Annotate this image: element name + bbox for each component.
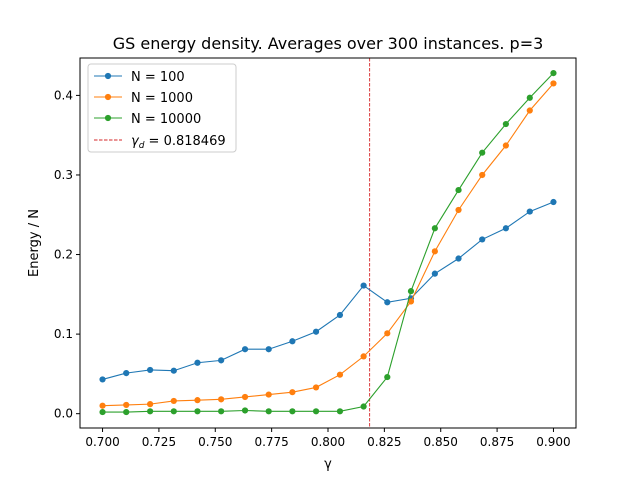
series-1-point xyxy=(455,206,462,214)
series-0-point xyxy=(550,198,557,206)
series-1-point xyxy=(194,397,201,404)
series-2-point xyxy=(526,94,533,101)
legend-swatch-marker xyxy=(104,72,112,80)
legend-entry: N = 100 xyxy=(131,70,185,85)
series-2-point xyxy=(455,186,462,194)
series-2-point xyxy=(218,408,225,415)
series-2-point xyxy=(123,408,130,416)
series-line-1 xyxy=(102,83,554,407)
series-1-point xyxy=(265,391,272,398)
y-tick-label: 0.0 xyxy=(54,407,73,421)
series-1-point xyxy=(384,330,391,337)
series-2-point xyxy=(360,403,367,410)
legend-swatch-marker xyxy=(104,114,112,122)
series-1-point xyxy=(360,353,367,360)
y-tick-label: 0.2 xyxy=(54,248,73,262)
x-tick-label: 0.850 xyxy=(424,435,458,449)
series-1-point xyxy=(550,80,557,87)
series-2-point xyxy=(147,408,154,415)
series-0-point xyxy=(312,328,320,335)
series-line-0 xyxy=(102,201,554,380)
legend-swatch-marker xyxy=(104,93,112,101)
series-0-point xyxy=(336,311,344,319)
x-tick-label: 0.800 xyxy=(311,435,345,449)
series-0-point xyxy=(123,369,130,377)
series-1-point xyxy=(407,298,415,305)
x-tick-label: 0.825 xyxy=(367,435,401,449)
x-tick-label: 0.900 xyxy=(536,435,570,449)
series-2-point xyxy=(194,408,201,415)
series-2-point xyxy=(265,408,272,415)
series-0-point xyxy=(455,255,462,262)
series-2-point xyxy=(502,120,509,128)
x-tick-label: 0.700 xyxy=(85,435,119,449)
series-layer xyxy=(99,70,557,416)
series-1-point xyxy=(431,248,438,255)
chart-title: GS energy density. Averages over 300 ins… xyxy=(113,34,544,53)
x-tick-label: 0.775 xyxy=(254,435,288,449)
series-0-point xyxy=(99,376,106,383)
legend-entry-vline: γd = 0.818469 xyxy=(131,134,226,151)
y-tick-label: 0.3 xyxy=(54,168,73,182)
series-0-point xyxy=(431,270,438,277)
legend-box xyxy=(87,63,237,153)
y-axis-ticks: 0.0 0.1 0.2 0.3 0.4 xyxy=(54,88,80,421)
series-2-point xyxy=(407,288,415,295)
y-tick-label: 0.4 xyxy=(54,88,73,102)
series-1-point xyxy=(479,171,486,179)
series-0-point xyxy=(289,338,296,345)
series-1-point xyxy=(526,107,533,114)
series-2-point xyxy=(241,407,249,414)
x-tick-label: 0.725 xyxy=(142,435,176,449)
series-2-point xyxy=(289,408,296,415)
series-1-point xyxy=(502,142,509,149)
series-0-point xyxy=(384,299,391,306)
series-1-point xyxy=(123,401,130,409)
series-2-point xyxy=(479,149,486,156)
series-0-point xyxy=(170,367,177,374)
series-line-2 xyxy=(102,72,554,413)
series-1-point xyxy=(241,393,249,401)
series-1-point xyxy=(170,397,177,405)
series-2-point xyxy=(550,70,557,77)
x-axis-ticks: 0.700 0.725 0.750 0.775 0.800 0.825 0.850 0.875… xyxy=(85,428,571,449)
series-0-point xyxy=(265,346,272,353)
legend-entry: N = 1000 xyxy=(131,91,193,106)
series-2-point xyxy=(336,408,344,415)
y-axis-label: Energy / N xyxy=(27,209,42,277)
series-0-point xyxy=(218,357,225,364)
series-0-point xyxy=(241,346,249,353)
series-1-point xyxy=(147,401,154,408)
series-0-point xyxy=(526,208,533,215)
series-0-point xyxy=(502,225,509,232)
series-1-point xyxy=(336,371,344,378)
x-tick-label: 0.875 xyxy=(480,435,514,449)
legend: N = 100 N = 1000 N = 10000 γd = 0.818469 xyxy=(87,63,237,153)
series-1-point xyxy=(289,389,296,396)
series-0-point xyxy=(147,366,154,374)
x-tick-label: 0.750 xyxy=(198,435,232,449)
series-1-point xyxy=(99,402,106,409)
legend-entry: N = 10000 xyxy=(131,112,201,127)
series-2-point xyxy=(170,408,177,415)
series-0-point xyxy=(360,282,367,289)
series-1-point xyxy=(218,396,225,403)
series-2-point xyxy=(99,408,106,416)
series-1-point xyxy=(312,384,320,391)
series-0-point xyxy=(194,359,201,366)
series-2-point xyxy=(384,373,391,381)
y-tick-label: 0.1 xyxy=(54,327,73,341)
x-axis-label: γ xyxy=(324,457,332,472)
series-0-point xyxy=(479,236,486,243)
series-2-point xyxy=(431,225,438,232)
series-2-point xyxy=(312,408,320,415)
